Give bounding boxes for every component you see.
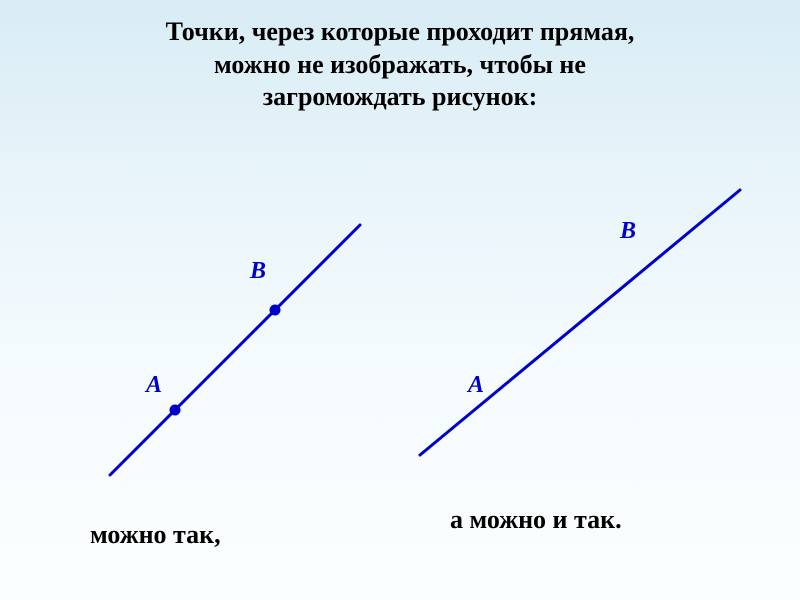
left-point-b — [270, 305, 281, 316]
left-label-a: A — [146, 372, 162, 399]
right-line-segment — [420, 190, 740, 455]
left-caption: можно так, — [90, 520, 221, 550]
right-label-b: B — [620, 218, 636, 245]
left-label-b: B — [250, 258, 266, 285]
diagram-canvas — [0, 0, 800, 600]
left-point-a — [170, 405, 181, 416]
right-caption: а можно и так. — [450, 505, 622, 535]
right-label-a: A — [468, 372, 484, 399]
left-line-segment — [110, 225, 360, 475]
